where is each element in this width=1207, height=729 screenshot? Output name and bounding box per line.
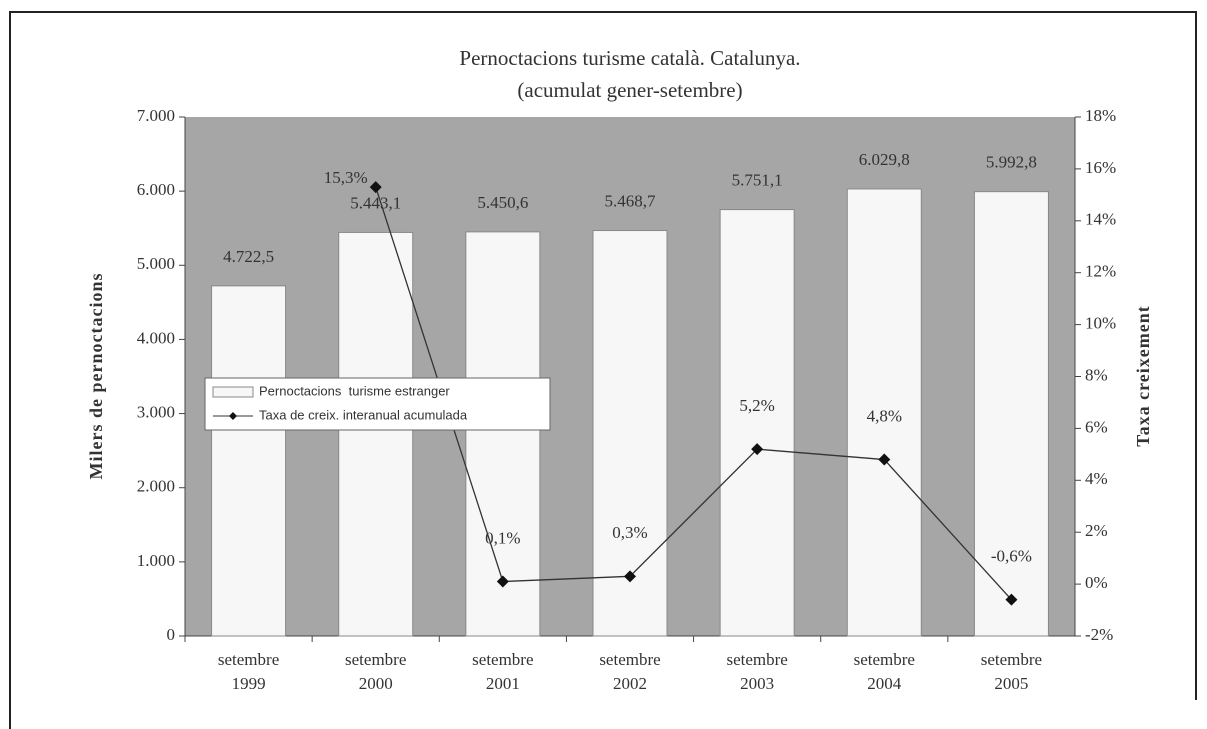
y-tick-label: 5.000	[137, 254, 175, 273]
y2-tick-label: 12%	[1085, 262, 1116, 281]
bar	[592, 230, 668, 637]
line-marker	[1005, 593, 1018, 606]
bar	[719, 209, 795, 637]
x-tick-label: setembre 2000	[345, 650, 407, 693]
y2-tick-label: 16%	[1085, 158, 1116, 177]
line-value-label: 4,8%	[867, 406, 902, 425]
y2-tick-label: 18%	[1085, 106, 1116, 125]
bar	[338, 231, 414, 637]
y2-tick-label: 8%	[1085, 365, 1108, 384]
y-tick-label: 0	[167, 625, 176, 644]
y-tick-label: 7.000	[137, 106, 175, 125]
chart-subtitle: (acumulat gener-setembre)	[517, 78, 742, 102]
legend-label: Taxa de creix. interanual acumulada	[259, 407, 468, 422]
chart-title: Pernoctacions turisme català. Catalunya.	[459, 46, 800, 70]
frame	[9, 11, 1197, 729]
x-tick-label: setembre 2004	[853, 650, 915, 693]
y2-tick-label: -2%	[1085, 625, 1113, 644]
bar-value-label: 5.992,8	[986, 153, 1037, 172]
line-value-label: 0,1%	[485, 528, 520, 547]
line-marker	[369, 181, 382, 194]
line	[375, 186, 1012, 601]
y-axis-label: Milers de pernoctacions	[86, 273, 106, 480]
x-tick-label: setembre 1999	[217, 650, 280, 693]
y-tick-label: 2.000	[137, 477, 175, 496]
y2-axis-label: Taxa creixement	[1133, 305, 1153, 446]
bar-value-label: 5.751,1	[732, 171, 783, 190]
y2-tick-label: 14%	[1085, 210, 1116, 229]
y-tick-label: 6.000	[137, 180, 175, 199]
x-tick-label: setembre 2005	[980, 650, 1043, 693]
y-tick-label: 1.000	[137, 551, 175, 570]
legend-swatch	[212, 386, 254, 398]
line-marker	[624, 570, 636, 583]
bar-value-label: 6.029,8	[859, 150, 910, 169]
x-tick-label: setembre 2001	[472, 650, 534, 693]
x-tick-label: setembre 2003	[726, 650, 788, 693]
legend-label: Pernoctacions turisme estranger	[259, 383, 450, 398]
bar	[973, 191, 1049, 637]
y2-tick-label: 6%	[1085, 417, 1108, 436]
y2-tick-label: 2%	[1085, 521, 1108, 540]
y2-tick-label: 10%	[1085, 314, 1116, 333]
legend-marker	[229, 412, 237, 420]
y2-tick-label: 0%	[1085, 573, 1108, 592]
bar	[465, 231, 541, 637]
bar	[846, 188, 922, 637]
line-marker	[878, 453, 891, 466]
legend	[204, 377, 551, 431]
line-value-label: 15,3%	[324, 168, 368, 187]
bar	[211, 285, 287, 637]
line-value-label: 5,2%	[739, 396, 774, 415]
bar-value-label: 5.443,1	[350, 193, 401, 212]
x-tick-label: setembre 2002	[599, 650, 661, 693]
y-tick-label: 4.000	[137, 328, 175, 347]
line-value-label: -0,6%	[991, 547, 1032, 566]
bar-value-label: 5.468,7	[605, 191, 657, 210]
y2-tick-label: 4%	[1085, 469, 1108, 488]
line-value-label: 0,3%	[612, 523, 647, 542]
line-marker	[496, 575, 509, 588]
y-tick-label: 3.000	[137, 402, 175, 421]
bar-value-label: 5.450,6	[477, 193, 528, 212]
line-marker	[751, 443, 764, 456]
bar-value-label: 4.722,5	[223, 247, 274, 266]
